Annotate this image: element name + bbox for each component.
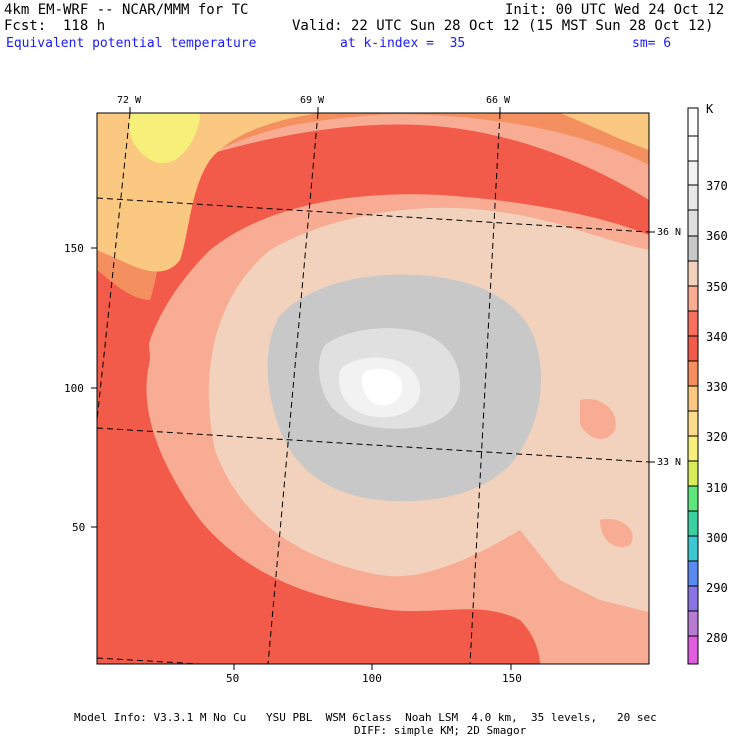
cb-swatch-15 xyxy=(687,460,699,487)
x-tick-100: 100 xyxy=(362,672,382,685)
parallel-33n xyxy=(97,427,649,463)
colorbar xyxy=(687,107,699,665)
cb-swatch-17 xyxy=(687,510,699,537)
init-time: Init: 00 UTC Wed 24 Oct 12 xyxy=(505,2,725,18)
meridian-72w xyxy=(97,113,131,421)
lat-label-36n: 36 N xyxy=(657,227,682,238)
cb-swatch-20 xyxy=(687,585,699,612)
parallel-30n xyxy=(97,657,201,664)
y-tick-100: 100 xyxy=(64,382,84,395)
cb-swatch-4 xyxy=(687,184,699,211)
level-info: at k-index = 35 xyxy=(340,36,466,51)
contour-375 xyxy=(361,368,403,406)
y-tick-50: 50 xyxy=(72,521,86,534)
cb-label-310: 310 xyxy=(706,481,728,495)
cb-swatch-10 xyxy=(687,335,699,362)
cb-label-300: 300 xyxy=(706,531,728,545)
diffusion-info: DIFF: simple KM; 2D Smagor xyxy=(354,724,527,737)
cb-label-320: 320 xyxy=(706,430,728,444)
contour-345 xyxy=(97,113,649,664)
cb-swatch-12 xyxy=(687,385,699,412)
cb-swatch-8 xyxy=(687,285,699,312)
y-tick-150: 150 xyxy=(64,242,84,255)
model-info: Model Info: V3.3.1 M No Cu YSU PBL WSM 6… xyxy=(74,711,657,724)
lon-label-72w: 72 W xyxy=(117,95,142,106)
field-name: Equivalent potential temperature xyxy=(6,36,257,51)
patch-se-1 xyxy=(580,399,616,440)
cb-swatch-13 xyxy=(687,410,699,437)
cb-swatch-7 xyxy=(687,260,699,287)
cb-label-280: 280 xyxy=(706,631,728,645)
parallel-36n xyxy=(97,197,649,233)
theta-e-field xyxy=(97,113,649,664)
cb-swatch-1 xyxy=(687,107,699,137)
contour-325-ne xyxy=(560,113,649,150)
valid-time: Valid: 22 UTC Sun 28 Oct 12 (15 MST Sun … xyxy=(292,18,714,34)
cb-swatch-2 xyxy=(687,135,699,162)
contour-340-north xyxy=(97,124,649,360)
graticule xyxy=(97,113,649,664)
axis-ticks xyxy=(91,107,655,670)
lat-label-33n: 33 N xyxy=(657,457,682,468)
cb-swatch-5 xyxy=(687,209,699,237)
cb-swatch-19 xyxy=(687,560,699,587)
cb-swatch-16 xyxy=(687,485,699,512)
cb-label-340: 340 xyxy=(706,330,728,344)
cb-label-360: 360 xyxy=(706,229,728,243)
cb-swatch-9 xyxy=(687,310,699,337)
cb-swatch-18 xyxy=(687,535,699,562)
cb-label-330: 330 xyxy=(706,380,728,394)
model-title: 4km EM-WRF -- NCAR/MMM for TC xyxy=(4,2,249,18)
cb-label-290: 290 xyxy=(706,581,728,595)
cb-swatch-22 xyxy=(687,635,699,665)
meridian-66w xyxy=(469,113,501,664)
meridian-69w xyxy=(267,113,319,664)
patch-se-2 xyxy=(600,519,633,548)
colorbar-unit: K xyxy=(706,102,714,116)
lon-label-69w: 69 W xyxy=(300,95,325,106)
cb-swatch-14 xyxy=(687,435,699,462)
smoothing-info: sm= 6 xyxy=(632,36,672,51)
x-tick-150: 150 xyxy=(502,672,522,685)
forecast-hour: Fcst: 118 h xyxy=(4,18,106,34)
cb-label-370: 370 xyxy=(706,179,728,193)
lon-label-66w: 66 W xyxy=(486,95,511,106)
cb-label-350: 350 xyxy=(706,280,728,294)
contour-320 xyxy=(128,113,200,164)
cb-swatch-3 xyxy=(687,160,699,186)
cb-swatch-21 xyxy=(687,610,699,637)
cb-swatch-6 xyxy=(687,235,699,262)
cb-swatch-11 xyxy=(687,360,699,387)
x-tick-50: 50 xyxy=(226,672,240,685)
contour-340-southwest xyxy=(97,260,540,664)
